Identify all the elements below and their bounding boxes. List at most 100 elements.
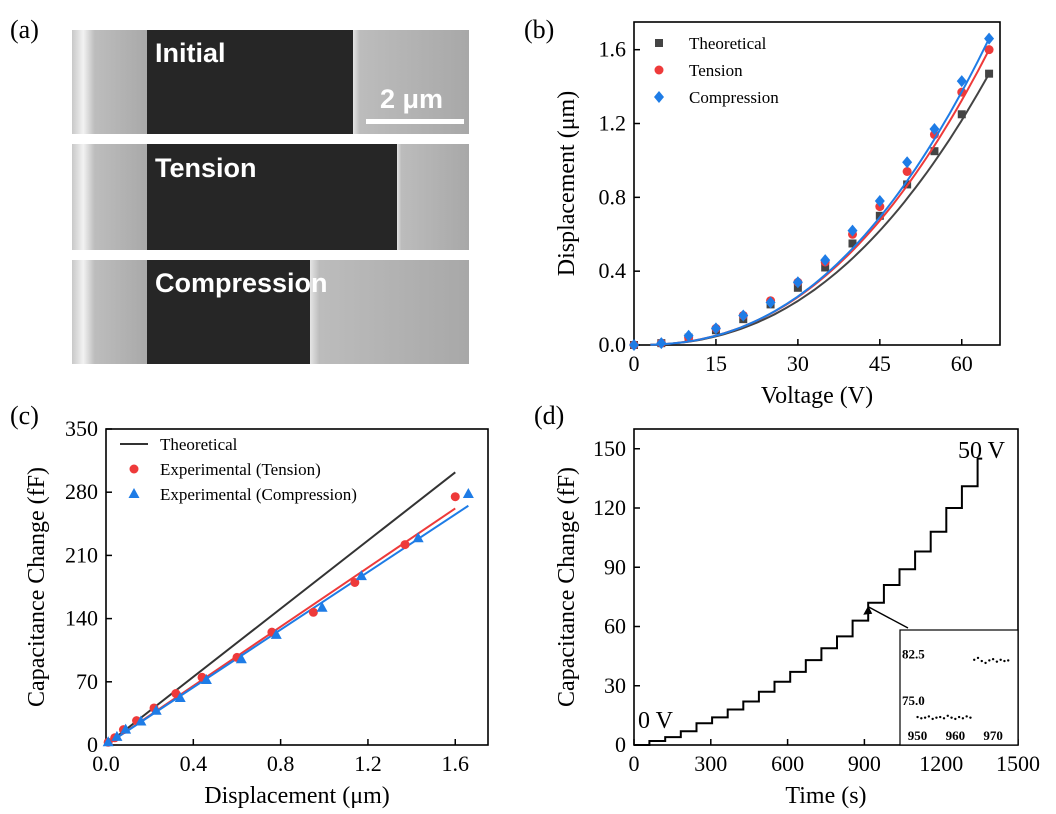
chart-d-x-tick-label: 0 xyxy=(629,751,640,776)
chart-d-x-tick-label: 1500 xyxy=(996,751,1040,776)
chart-d-y-axis-title: Capacitance Change (fF) xyxy=(554,467,580,707)
chart-c-point-compression xyxy=(462,488,474,499)
chart-c-legend-label-compression: Experimental (Compression) xyxy=(160,485,357,504)
chart-d-inset-point xyxy=(995,660,999,663)
chart-d-inset-point xyxy=(954,717,957,721)
chart-d-inset-point xyxy=(973,658,976,661)
chart-d-inset-arrow xyxy=(867,606,909,629)
chart-b-legend-label-tension: Tension xyxy=(689,61,743,80)
chart-d-inset-point xyxy=(980,659,983,663)
chart-c-point-compression xyxy=(235,653,247,664)
chart-b-point-compression xyxy=(765,296,776,309)
chart-b-legend-marker-theoretical xyxy=(655,39,663,47)
chart-d-x-tick-label: 600 xyxy=(771,751,804,776)
chart-c-point-compression xyxy=(316,601,328,612)
chart-c-y-tick-label: 280 xyxy=(65,479,98,504)
chart-d-end-voltage-label: 50 V xyxy=(958,438,1006,464)
chart-d-inset-point xyxy=(927,715,931,718)
chart-b-point-theoretical xyxy=(821,263,830,272)
chart-d-x-tick-label: 1200 xyxy=(919,751,963,776)
chart-c-point-tension xyxy=(450,492,460,502)
chart-b-point-compression xyxy=(738,309,749,322)
chart-d-x-tick-label: 900 xyxy=(848,751,881,776)
chart-c: 0.0 0.4 0.8 1.2 1.6 0 70 140 210 280 350 Displaceme… xyxy=(24,416,489,809)
chart-b-point-tension xyxy=(902,167,912,177)
chart-c-x-tick-label: 0.0 xyxy=(92,751,120,776)
chart-c-point-compression xyxy=(102,736,114,747)
chart-d-inset-point xyxy=(942,717,946,720)
chart-c-point-compression xyxy=(355,570,367,581)
chart-c-point-compression xyxy=(135,715,147,726)
chart-d-inset-point xyxy=(935,716,938,719)
chart-c-legend-marker-tension xyxy=(129,464,139,474)
chart-c-x-tick-label: 0.4 xyxy=(180,751,208,776)
chart-b-point-compression xyxy=(792,276,803,289)
chart-b-point-compression xyxy=(847,224,858,237)
chart-d-inset-point xyxy=(916,715,919,719)
chart-b-legend-label-compression: Compression xyxy=(689,88,779,107)
chart-b-legend-marker-compression xyxy=(654,91,664,103)
chart-d-inset-arrowhead xyxy=(863,605,873,615)
chart-d-inset-point xyxy=(957,715,961,719)
chart-d-inset-point xyxy=(931,717,934,721)
chart-b-point-compression xyxy=(656,337,667,350)
chart-d-inset-point xyxy=(999,658,1002,661)
chart-b-x-tick-label: 30 xyxy=(787,351,809,376)
chart-b-fit-compression xyxy=(650,38,990,346)
chart-c-point-compression xyxy=(412,532,424,543)
chart-b-point-theoretical xyxy=(957,110,966,119)
sem-label-tension: Tension xyxy=(155,153,257,183)
chart-b-y-tick-label: 0.4 xyxy=(599,258,627,283)
chart-b-x-axis-title: Voltage (V) xyxy=(761,383,873,409)
chart-c-legend-marker-compression xyxy=(128,488,140,498)
panel-d-label: (d) xyxy=(534,401,564,430)
panel-b-label: (b) xyxy=(524,15,554,44)
chart-d-plot-frame xyxy=(633,428,1019,746)
chart-c-point-tension xyxy=(350,577,360,587)
chart-b-y-axis-title: Displacement (μm) xyxy=(554,91,580,276)
chart-c-y-tick-label: 210 xyxy=(65,542,98,567)
chart-c-point-compression xyxy=(111,730,123,741)
chart-b-plot-frame xyxy=(633,21,1001,346)
sem-image-initial: Initial 2 μm xyxy=(72,30,469,134)
chart-b: 0 15 30 45 60 0.0 0.4 0.8 1.2 1.6 Voltage (V) Displ… xyxy=(554,21,1001,409)
chart-c-point-compression xyxy=(200,673,212,684)
chart-c-legend-label-theoretical: Theoretical xyxy=(160,435,238,454)
chart-c-x-tick-label: 0.8 xyxy=(267,751,295,776)
chart-c-plot-frame xyxy=(105,428,489,746)
chart-b-point-compression xyxy=(874,195,885,208)
chart-d-x-axis-title: Time (s) xyxy=(785,783,866,809)
chart-b-point-tension xyxy=(984,45,994,55)
chart-c-x-axis-title: Displacement (μm) xyxy=(204,783,389,809)
chart-d-inset-point xyxy=(961,717,965,720)
chart-b-x-tick-label: 45 xyxy=(869,351,891,376)
panel-c-label: (c) xyxy=(10,401,39,430)
chart-b-point-theoretical xyxy=(930,147,939,156)
chart-d-inset-point xyxy=(920,717,923,720)
chart-d-y-tick-label: 60 xyxy=(604,614,626,639)
chart-b-x-tick-label: 0 xyxy=(629,351,640,376)
chart-d-y-tick-label: 0 xyxy=(615,732,626,757)
chart-d-inset-frame xyxy=(899,629,1019,746)
chart-b-point-theoretical xyxy=(848,239,857,248)
chart-b-point-compression xyxy=(629,339,639,351)
chart-d-x-tick-label: 300 xyxy=(694,751,727,776)
chart-c-point-tension xyxy=(171,689,181,699)
scale-bar-label: 2 μm xyxy=(380,84,443,114)
sem-label-initial: Initial xyxy=(155,38,226,68)
chart-d-inset-point xyxy=(976,656,980,660)
chart-b-x-tick-label: 60 xyxy=(951,351,973,376)
chart-d-inset-x-tick-label: 970 xyxy=(983,728,1003,743)
chart-c-y-tick-label: 70 xyxy=(76,669,98,694)
sem-image-tension: Tension xyxy=(72,144,469,250)
chart-d-inset-point xyxy=(1003,659,1006,663)
chart-d-inset-point xyxy=(1007,659,1010,662)
chart-d-inset-point xyxy=(946,714,949,717)
panel-a-label: (a) xyxy=(10,15,39,44)
chart-b-fit-theoretical xyxy=(650,73,990,346)
chart-d-inset-point xyxy=(923,716,927,719)
chart-d-inset-point xyxy=(950,716,953,719)
chart-c-y-tick-label: 140 xyxy=(65,606,98,631)
chart-b-x-tick-label: 15 xyxy=(705,351,727,376)
chart-b-y-tick-label: 0.0 xyxy=(599,332,627,357)
